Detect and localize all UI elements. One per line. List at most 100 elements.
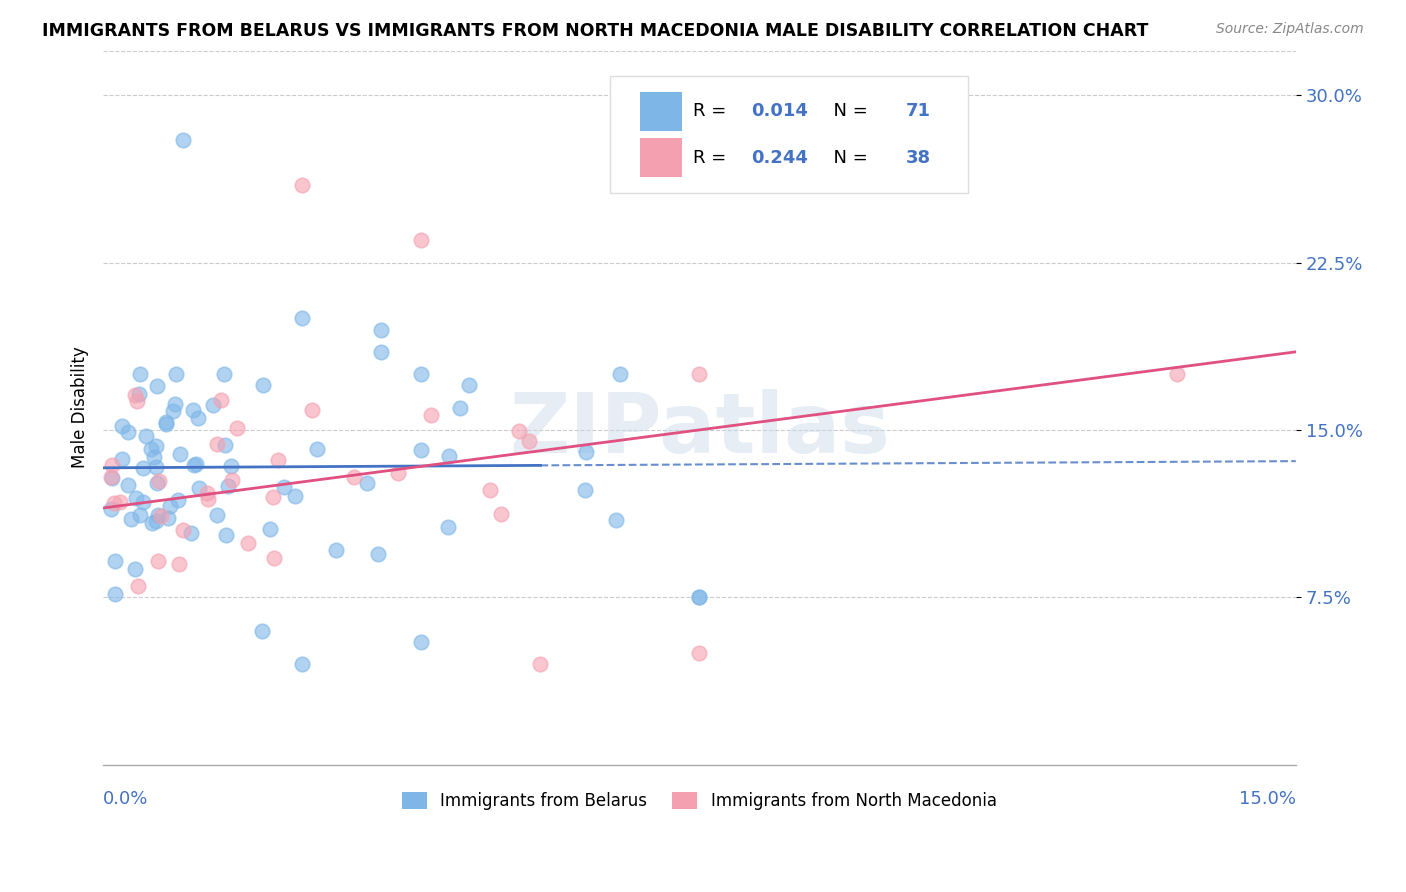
Point	[370, 322, 392, 336]
Text: R =: R =	[693, 103, 733, 120]
Point	[148, 474, 170, 488]
Point	[574, 483, 596, 498]
Text: 38: 38	[905, 149, 931, 167]
Point	[167, 558, 190, 572]
Point	[197, 492, 219, 507]
Point	[132, 460, 155, 475]
Point	[145, 439, 167, 453]
Point	[529, 657, 551, 672]
Text: 0.244: 0.244	[751, 149, 807, 167]
Point	[186, 458, 208, 472]
Point	[491, 508, 513, 522]
Point	[478, 483, 501, 497]
Point	[609, 367, 631, 381]
Point	[101, 471, 124, 485]
Point	[437, 520, 460, 534]
Point	[146, 476, 169, 491]
Point	[301, 402, 323, 417]
Point	[411, 443, 433, 458]
Point	[155, 415, 177, 429]
Text: 71: 71	[905, 103, 931, 120]
Point	[259, 522, 281, 536]
Bar	[640, 138, 682, 178]
Text: R =: R =	[693, 149, 733, 167]
Point	[367, 547, 389, 561]
Y-axis label: Male Disability: Male Disability	[72, 347, 89, 468]
Point	[250, 624, 273, 638]
Point	[266, 453, 288, 467]
Point	[387, 467, 409, 481]
Point	[148, 508, 170, 522]
Point	[205, 437, 228, 451]
Point	[273, 480, 295, 494]
Point	[291, 657, 314, 672]
Point	[159, 499, 181, 513]
Legend: Immigrants from Belarus, Immigrants from North Macedonia: Immigrants from Belarus, Immigrants from…	[395, 785, 1004, 817]
Point	[120, 512, 142, 526]
Text: 0.0%: 0.0%	[103, 789, 149, 808]
Text: Source: ZipAtlas.com: Source: ZipAtlas.com	[1216, 22, 1364, 37]
Point	[688, 367, 710, 381]
Point	[305, 442, 328, 456]
Text: 0.014: 0.014	[751, 103, 807, 120]
Point	[169, 447, 191, 461]
Point	[517, 434, 540, 448]
Point	[180, 526, 202, 541]
Point	[132, 495, 155, 509]
Point	[688, 591, 710, 605]
Point	[128, 387, 150, 401]
Point	[128, 508, 150, 522]
Point	[219, 458, 242, 473]
Point	[139, 442, 162, 456]
Point	[145, 514, 167, 528]
Point	[104, 554, 127, 568]
Point	[262, 490, 284, 504]
Point	[181, 402, 204, 417]
Point	[124, 562, 146, 576]
Point	[146, 379, 169, 393]
Point	[215, 527, 238, 541]
Text: IMMIGRANTS FROM BELARUS VS IMMIGRANTS FROM NORTH MACEDONIA MALE DISABILITY CORRE: IMMIGRANTS FROM BELARUS VS IMMIGRANTS FR…	[42, 22, 1149, 40]
Point	[183, 458, 205, 472]
Point	[209, 392, 232, 407]
Point	[411, 233, 433, 247]
Point	[157, 511, 180, 525]
Point	[165, 367, 187, 381]
Point	[172, 133, 194, 147]
Point	[411, 367, 433, 381]
Point	[214, 438, 236, 452]
Point	[356, 476, 378, 491]
Point	[411, 635, 433, 649]
Point	[187, 411, 209, 425]
Point	[291, 178, 314, 192]
Point	[143, 450, 166, 465]
Point	[420, 408, 443, 422]
Point	[325, 543, 347, 558]
Point	[449, 401, 471, 415]
Text: N =: N =	[823, 103, 873, 120]
Point	[217, 478, 239, 492]
Point	[100, 501, 122, 516]
Point	[575, 445, 598, 459]
Point	[127, 579, 149, 593]
Point	[146, 554, 169, 568]
Point	[236, 536, 259, 550]
Point	[101, 458, 124, 472]
Point	[214, 367, 236, 381]
Point	[437, 449, 460, 463]
Point	[103, 496, 125, 510]
Point	[221, 474, 243, 488]
Point	[135, 428, 157, 442]
Point	[125, 394, 148, 409]
Point	[165, 397, 187, 411]
Point	[202, 399, 225, 413]
Point	[370, 344, 392, 359]
Bar	[640, 92, 682, 131]
Point	[150, 508, 173, 523]
Point	[225, 420, 247, 434]
Point	[117, 425, 139, 439]
Point	[100, 469, 122, 483]
Point	[205, 508, 228, 522]
Point	[162, 404, 184, 418]
Point	[252, 378, 274, 392]
